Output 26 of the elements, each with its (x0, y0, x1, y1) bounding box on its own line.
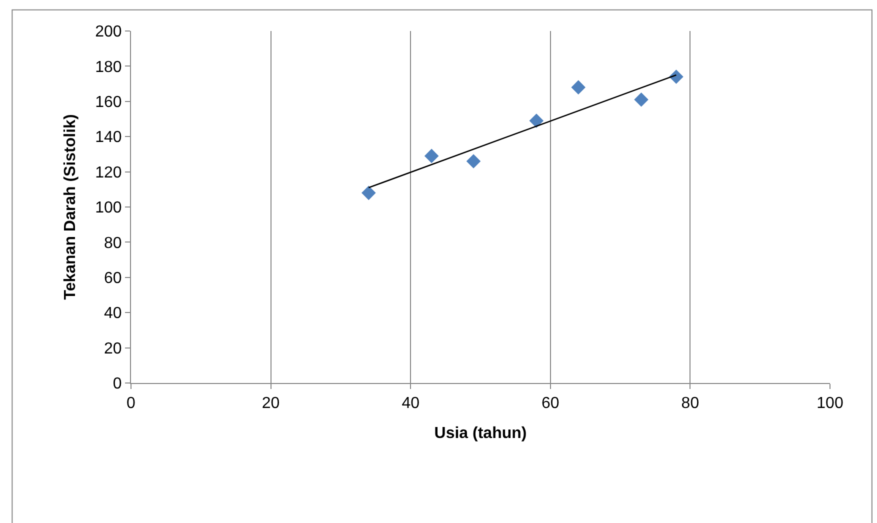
x-tick-label: 80 (681, 395, 700, 412)
y-tick-label: 200 (95, 24, 122, 41)
x-tick-label: 0 (126, 395, 136, 412)
y-tick-label: 120 (95, 164, 122, 182)
point (466, 154, 481, 168)
y-tick-label: 140 (95, 129, 122, 146)
y-axis-title: Tekanan Darah (Sistolik) (62, 114, 79, 300)
x-tick-label: 40 (402, 395, 420, 412)
y-tick-label: 160 (95, 94, 122, 111)
x-tick-label: 20 (262, 395, 280, 412)
y-tick-label: 100 (95, 200, 122, 217)
y-tick-label: 20 (104, 340, 122, 358)
point (424, 148, 439, 164)
y-tick-label: 40 (104, 305, 122, 322)
point (669, 70, 684, 84)
x-tick-label: 60 (542, 395, 560, 412)
point (362, 186, 376, 200)
y-tick-label: 60 (104, 270, 122, 287)
y-tick-label: 0 (112, 376, 122, 393)
x-tick-label: 100 (816, 395, 844, 412)
point (529, 114, 544, 128)
point (571, 80, 586, 94)
x-axis-title: Usia (tahun) (434, 424, 527, 442)
y-tick-label: 180 (95, 58, 122, 76)
y-tick-label: 80 (104, 234, 122, 252)
point (634, 92, 648, 107)
